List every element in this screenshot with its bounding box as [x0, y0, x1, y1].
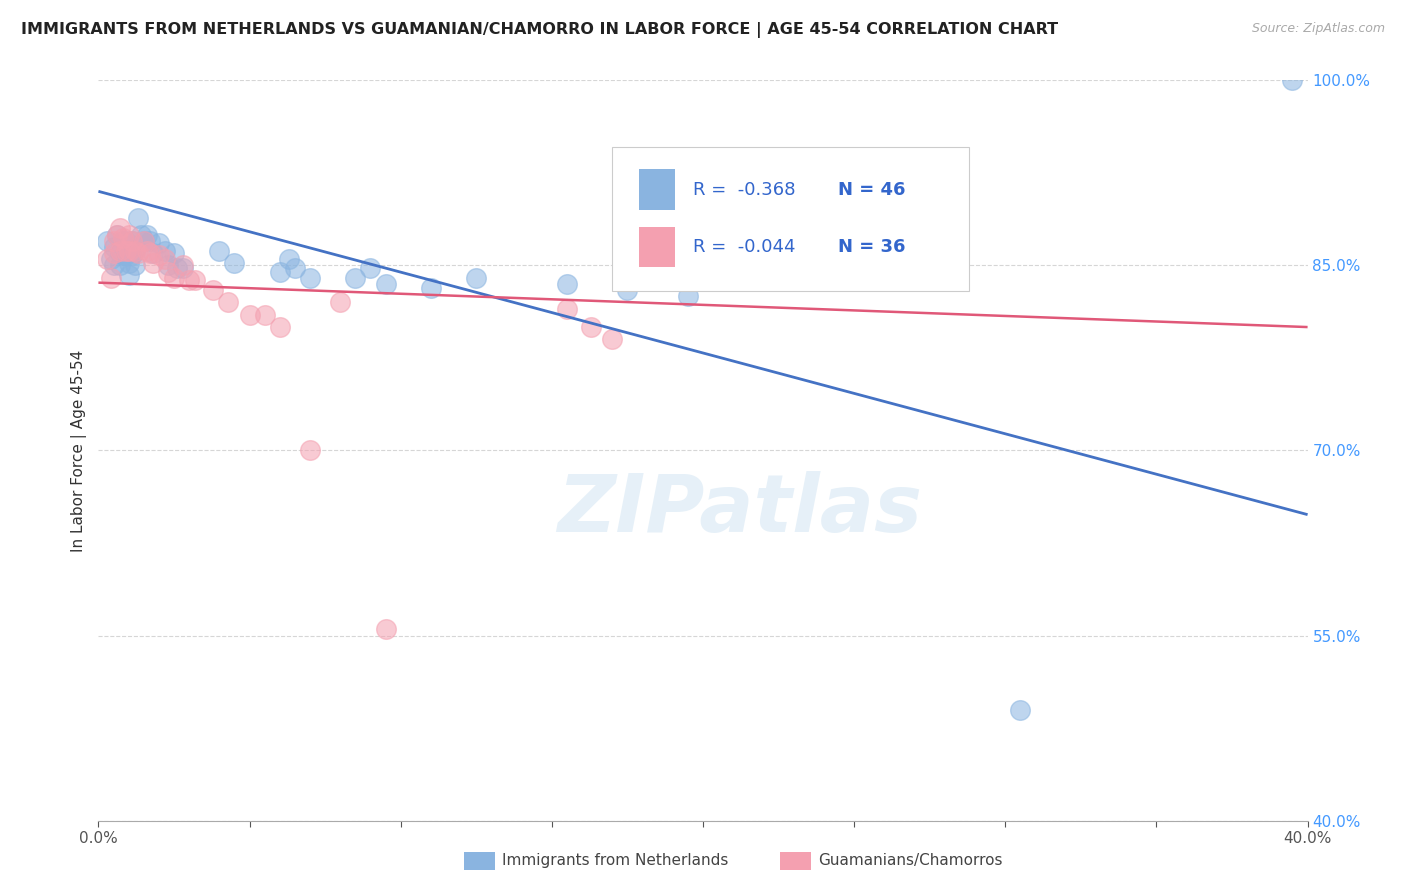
Point: [121, 248, 143, 262]
Point: [1010, 703, 1032, 717]
Point: [166, 260, 188, 275]
Point: [374, 277, 396, 291]
Point: [253, 308, 276, 322]
Point: [202, 283, 225, 297]
Point: [163, 270, 186, 285]
Point: [96, 252, 118, 267]
Point: [108, 246, 131, 260]
Point: [96, 234, 118, 248]
Point: [121, 234, 143, 248]
Point: [616, 283, 638, 297]
Point: [299, 443, 322, 458]
Point: [103, 234, 125, 248]
Point: [344, 270, 367, 285]
Text: N = 36: N = 36: [838, 238, 905, 256]
Point: [114, 248, 136, 262]
Point: [360, 260, 382, 275]
Point: [103, 246, 125, 260]
Point: [602, 332, 624, 346]
Point: [329, 295, 352, 310]
Text: Guamanians/Chamorros: Guamanians/Chamorros: [818, 854, 1002, 868]
Point: [142, 256, 165, 270]
Point: [153, 252, 176, 267]
Point: [124, 244, 146, 258]
Point: [277, 252, 299, 267]
Point: [127, 211, 149, 226]
Point: [148, 236, 170, 251]
Point: [135, 227, 157, 242]
Point: [156, 259, 179, 273]
Point: [139, 246, 162, 260]
Point: [269, 320, 291, 334]
Point: [100, 252, 122, 267]
Point: [124, 259, 146, 273]
Point: [156, 264, 179, 278]
Point: [1281, 73, 1303, 87]
Point: [111, 231, 134, 245]
Point: [111, 234, 134, 248]
Point: [118, 268, 141, 283]
Point: [114, 234, 136, 248]
Point: [132, 234, 155, 248]
Text: IMMIGRANTS FROM NETHERLANDS VS GUAMANIAN/CHAMORRO IN LABOR FORCE | AGE 45-54 COR: IMMIGRANTS FROM NETHERLANDS VS GUAMANIAN…: [21, 22, 1059, 38]
Point: [103, 259, 125, 273]
Point: [179, 273, 201, 287]
Y-axis label: In Labor Force | Age 45-54: In Labor Force | Age 45-54: [72, 350, 87, 551]
Point: [118, 227, 141, 242]
Point: [579, 320, 602, 334]
Point: [118, 244, 141, 258]
FancyBboxPatch shape: [638, 227, 675, 268]
Point: [132, 234, 155, 248]
Point: [148, 248, 170, 262]
Point: [217, 295, 239, 310]
Point: [105, 227, 128, 242]
Point: [127, 246, 149, 260]
Point: [465, 270, 488, 285]
Point: [420, 280, 443, 294]
Point: [269, 264, 291, 278]
Text: Source: ZipAtlas.com: Source: ZipAtlas.com: [1251, 22, 1385, 36]
FancyBboxPatch shape: [613, 147, 969, 292]
Point: [239, 308, 262, 322]
Point: [172, 259, 194, 273]
Point: [676, 289, 699, 303]
Point: [555, 277, 578, 291]
Point: [121, 234, 143, 248]
Point: [299, 270, 322, 285]
Point: [374, 623, 396, 637]
Point: [129, 227, 152, 242]
Point: [108, 244, 131, 258]
Point: [153, 244, 176, 258]
Point: [118, 244, 141, 258]
Point: [108, 221, 131, 235]
Point: [139, 234, 162, 248]
Point: [284, 260, 307, 275]
Point: [208, 244, 231, 258]
Point: [142, 246, 165, 260]
Text: ZIPatlas: ZIPatlas: [557, 471, 922, 549]
Point: [172, 260, 194, 275]
Point: [118, 256, 141, 270]
Point: [224, 256, 246, 270]
Point: [184, 273, 207, 287]
Text: Immigrants from Netherlands: Immigrants from Netherlands: [502, 854, 728, 868]
Text: R =  -0.044: R = -0.044: [693, 238, 796, 256]
Point: [103, 240, 125, 254]
FancyBboxPatch shape: [638, 169, 675, 211]
Point: [124, 244, 146, 258]
Point: [555, 301, 578, 316]
Point: [163, 246, 186, 260]
Point: [100, 270, 122, 285]
Text: R =  -0.368: R = -0.368: [693, 181, 796, 199]
Point: [108, 259, 131, 273]
Point: [105, 227, 128, 242]
Point: [111, 248, 134, 262]
Point: [135, 244, 157, 258]
Point: [114, 244, 136, 258]
Text: N = 46: N = 46: [838, 181, 905, 199]
